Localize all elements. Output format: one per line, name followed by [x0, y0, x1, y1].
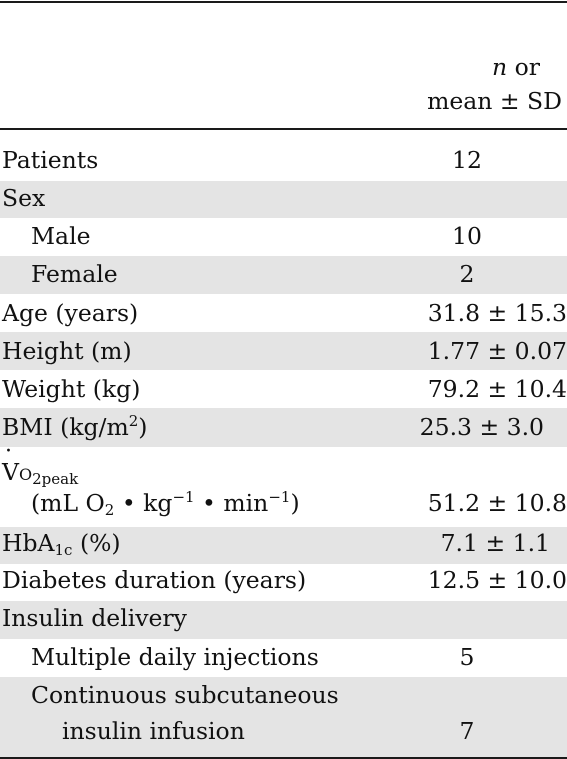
table-row-weight: Weight (kg) 79.2 ± 10.4: [0, 370, 567, 408]
header-line-2: mean ± SD: [427, 87, 562, 115]
row-value: 31.8 ± 15.3: [427, 299, 567, 327]
row-value: 25.3 ± 3.0: [419, 413, 544, 441]
row-value: 10: [452, 222, 482, 250]
row-label: Multiple daily injections: [31, 643, 319, 671]
row-label-vo2peak: VO2peak: [2, 439, 78, 487]
row-value: 51.2 ± 10.8: [427, 489, 567, 517]
bottom-rule: [0, 757, 567, 759]
row-label: Female: [31, 260, 118, 288]
row-label: Sex: [2, 184, 46, 212]
row-label: Insulin delivery: [2, 604, 187, 632]
row-value: 12.5 ± 10.0: [427, 566, 567, 594]
row-label: Height (m): [2, 337, 132, 365]
table-row-hba1c: HbA1c (%) 7.1 ± 1.1: [0, 527, 567, 564]
row-label: Age (years): [2, 299, 139, 327]
row-label: Male: [31, 222, 91, 250]
header-rule: [0, 128, 567, 130]
table-row-male: Male 10: [0, 218, 567, 256]
table-row-patients: Patients 12: [0, 144, 567, 181]
row-label: Weight (kg): [2, 375, 141, 403]
table-row-age: Age (years) 31.8 ± 15.3: [0, 294, 567, 332]
table-row-csii: Continuous subcutaneous insulin infusion…: [0, 677, 567, 757]
table-row-insulin-delivery: Insulin delivery: [0, 601, 567, 639]
table-row-bmi: BMI (kg/m2) 25.3 ± 3.0: [0, 408, 567, 447]
row-value: 1.77 ± 0.07: [427, 337, 567, 365]
row-label-line-1: Continuous subcutaneous: [31, 681, 339, 709]
table-row-female: Female 2: [0, 256, 567, 294]
top-rule: [0, 1, 567, 3]
row-value: 12: [452, 146, 482, 174]
row-label-line-2: insulin infusion: [62, 717, 245, 745]
row-value: 5: [459, 643, 475, 671]
row-value: 79.2 ± 10.4: [427, 375, 567, 403]
table-row-sex: Sex: [0, 181, 567, 218]
row-value: 2: [459, 260, 475, 288]
row-value: 7.1 ± 1.1: [440, 529, 550, 557]
table-row-height: Height (m) 1.77 ± 0.07: [0, 332, 567, 370]
header-line-1: n or: [491, 53, 540, 81]
row-label: Diabetes duration (years): [2, 566, 307, 594]
row-label-units: (mL O2 • kg−1 • min−1): [31, 488, 300, 519]
table-row-diabetes-duration: Diabetes duration (years) 12.5 ± 10.0: [0, 564, 567, 601]
table-row-vo2peak: VO2peak (mL O2 • kg−1 • min−1) 51.2 ± 10…: [0, 439, 567, 527]
column-header: n or mean ± SD: [0, 50, 562, 118]
row-label: BMI (kg/m2): [2, 412, 148, 441]
table-row-mdi: Multiple daily injections 5: [0, 639, 567, 677]
row-label: Patients: [2, 146, 99, 174]
row-label: HbA1c (%): [2, 529, 121, 559]
row-value: 7: [459, 717, 475, 745]
